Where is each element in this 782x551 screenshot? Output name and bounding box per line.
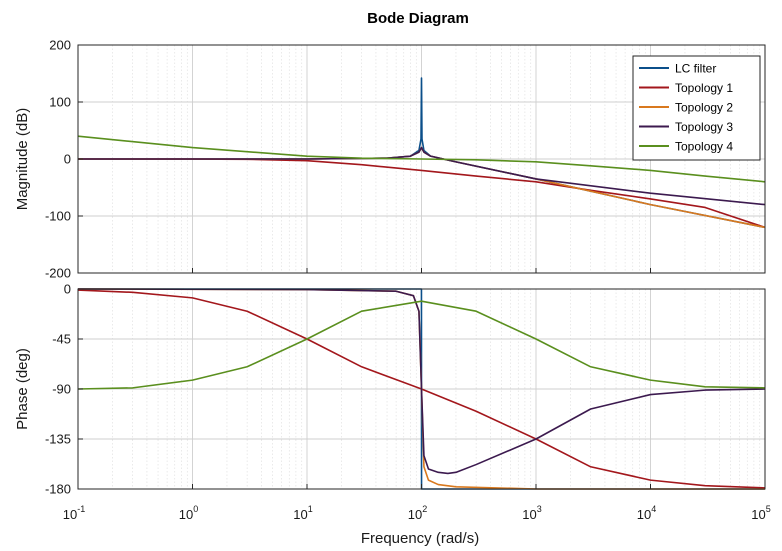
y-tick-label: -135 [45,432,71,447]
y-tick-label: -45 [52,332,71,347]
chart-title: Bode Diagram [367,10,469,27]
x-axis-label: Frequency (rad/s) [361,530,479,547]
x-tick-label: 102 [408,504,427,522]
y-tick-label: -90 [52,382,71,397]
phase-line-topology-3 [77,288,766,475]
y-tick-label: -200 [45,266,71,281]
phase-axis-label: Phase (deg) [14,348,31,430]
x-tick-base: 10 [293,507,307,522]
legend-label: Topology 2 [675,101,733,115]
x-tick-exponent: 5 [766,504,771,514]
x-tick-exponent: 3 [537,504,542,514]
y-tick-label: 200 [49,38,71,53]
y-tick-label: 0 [64,152,71,167]
x-axis-ticks: 10-1 100 101 102 103 104 105 [63,268,771,522]
x-tick-exponent: 4 [651,504,656,514]
magnitude-series [77,77,766,229]
x-tick-label: 103 [522,504,541,522]
phase-line-topology-4 [77,300,766,390]
x-tick-base: 10 [637,507,651,522]
phase-axes: 0 -45 -90 -135 -180 Phase (deg) [14,282,766,497]
x-tick-label: 10-1 [63,504,85,522]
x-tick-label: 100 [179,504,198,522]
x-tick-label: 104 [637,504,656,522]
x-tick-base: 10 [751,507,765,522]
legend-label: LC filter [675,62,716,76]
magnitude-line-topology-3 [78,146,766,206]
x-tick-exponent: 2 [422,504,427,514]
legend-label: Topology 4 [675,140,733,154]
x-tick-exponent: 0 [193,504,198,514]
x-tick-base: 10 [408,507,422,522]
x-tick-base: 10 [63,507,77,522]
magnitude-line-topology-4 [77,135,766,183]
phase-series [77,288,766,490]
y-tick-label: -180 [45,482,71,497]
magnitude-axis-label: Magnitude (dB) [14,108,31,211]
x-tick-exponent: -1 [77,504,85,514]
y-tick-label: 100 [49,95,71,110]
phase-y-ticks: 0 -45 -90 -135 -180 [45,282,83,497]
x-tick-exponent: 1 [308,504,313,514]
legend: LC filter Topology 1 Topology 2 Topology 3 T… [632,55,761,161]
legend-label: Topology 3 [675,120,733,134]
legend-label: Topology 1 [675,81,733,95]
x-tick-base: 10 [179,507,193,522]
x-tick-label: 105 [751,504,770,522]
y-tick-label: -100 [45,209,71,224]
magnitude-y-ticks: 200 100 0 -100 -200 [45,38,83,281]
legend-items: LC filter Topology 1 Topology 2 Topology 3 T… [639,62,733,154]
x-tick-base: 10 [522,507,536,522]
x-tick-label: 101 [293,504,312,522]
y-tick-label: 0 [64,282,71,297]
